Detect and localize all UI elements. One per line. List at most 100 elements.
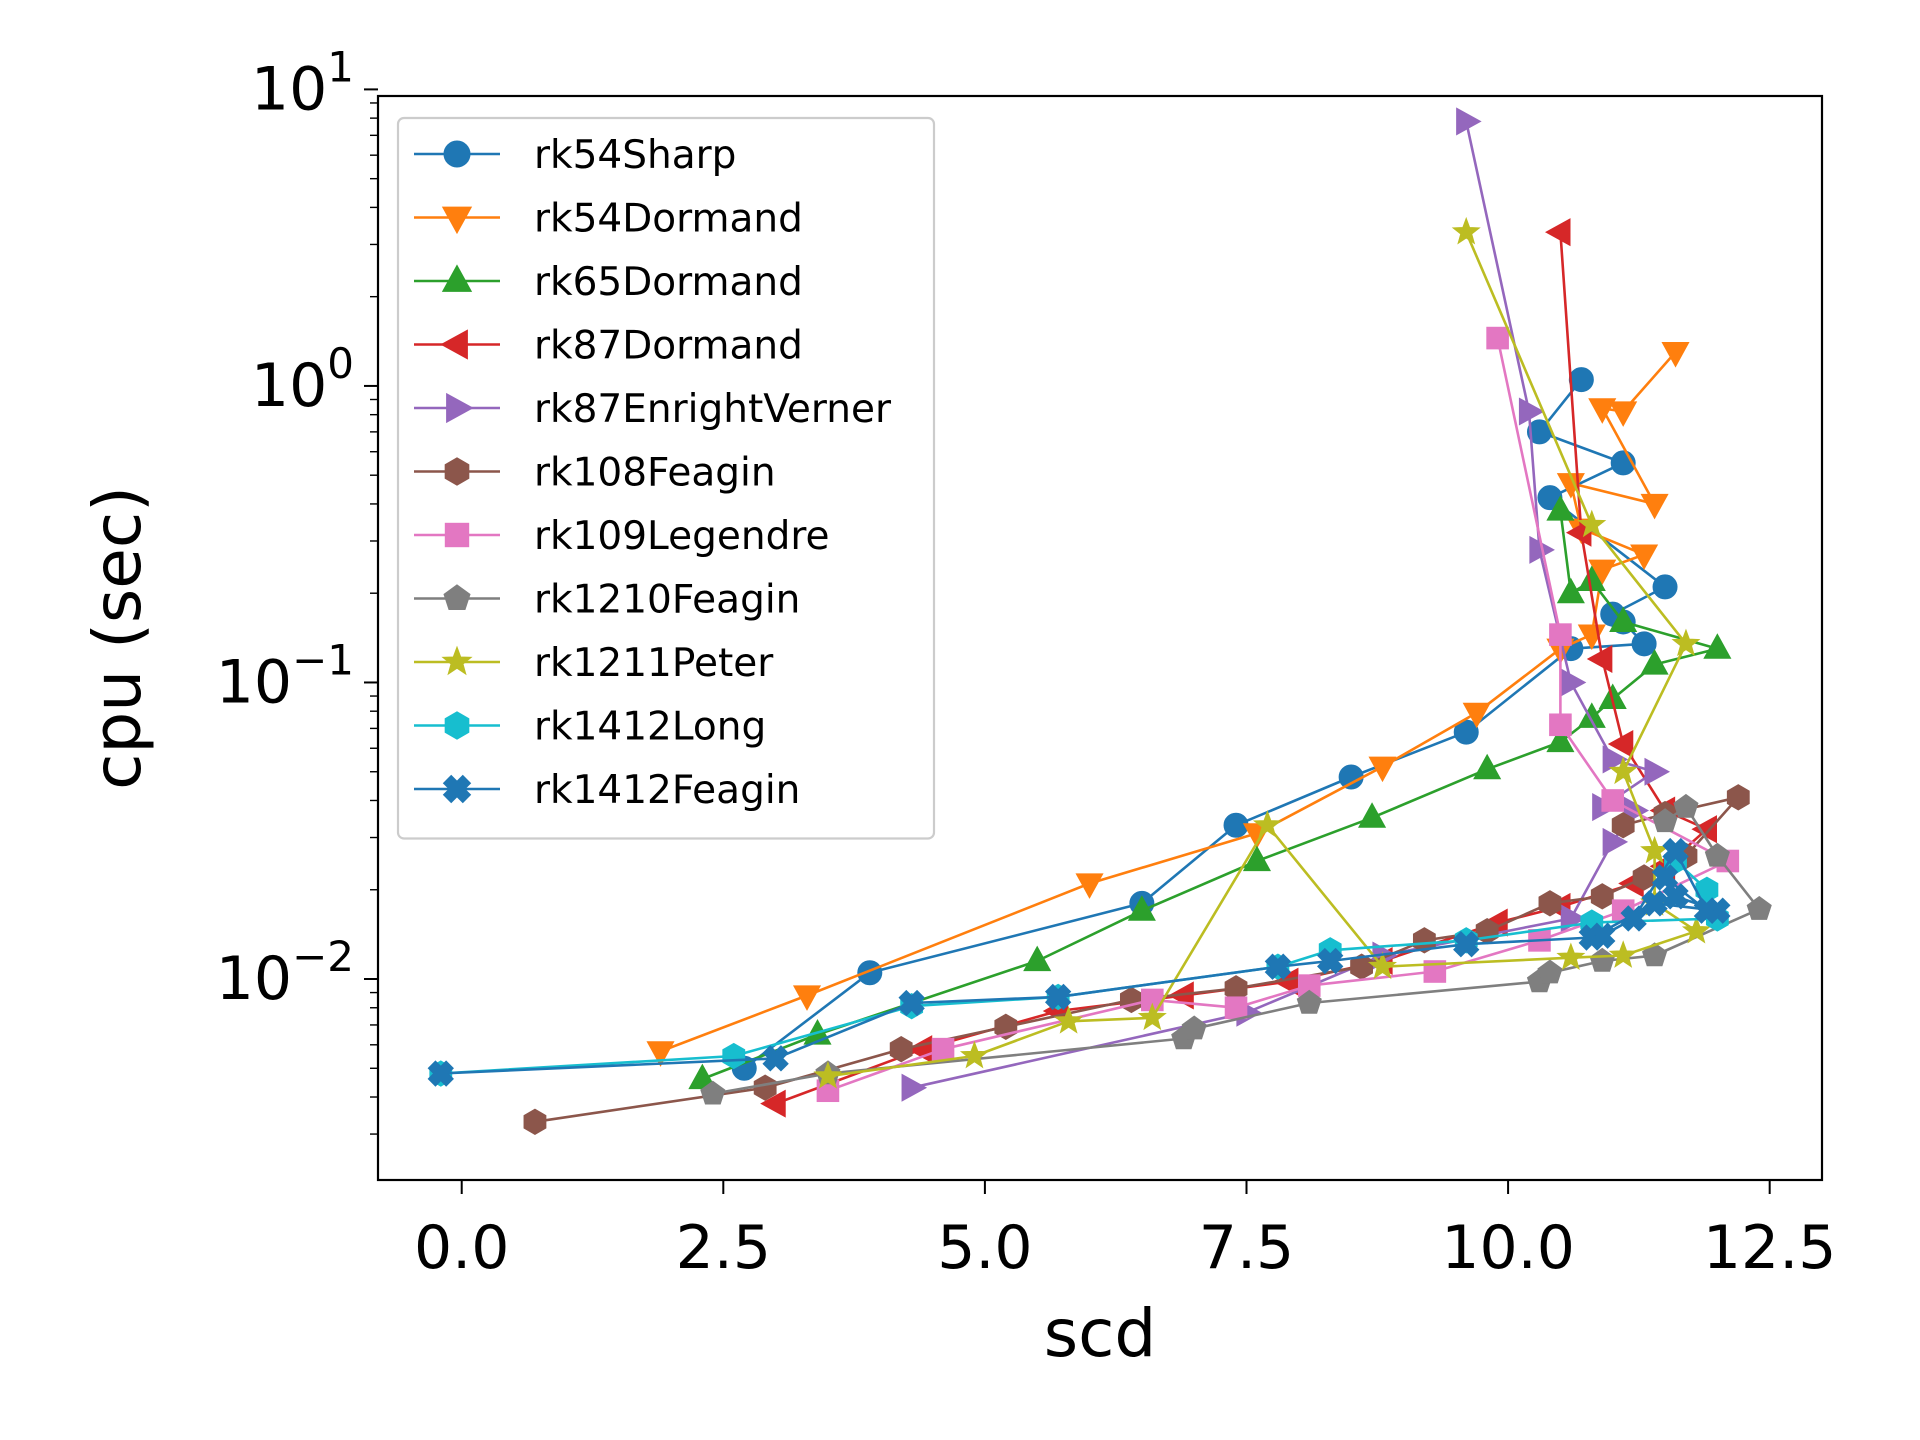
data-point-rk65dormand xyxy=(1358,802,1387,828)
data-point-rk108feagin xyxy=(1412,927,1436,954)
legend-marker xyxy=(441,645,473,676)
data-point-rk1412long xyxy=(722,1042,746,1070)
legend-label: rk1211Peter xyxy=(534,641,774,686)
axes-frame xyxy=(376,94,1824,1182)
data-point-rk1211peter xyxy=(1608,940,1638,968)
data-point-rk65dormand xyxy=(1546,726,1575,753)
legend-item-rk1211peter: rk1211Peter xyxy=(414,641,774,686)
x-tick-label: 0.0 xyxy=(414,1213,509,1283)
legend-item-rk87dormand: rk87Dormand xyxy=(414,324,803,369)
data-point-rk108feagin xyxy=(1119,986,1143,1014)
data-point-rk1412feagin xyxy=(1317,947,1344,975)
data-point-rk1211peter xyxy=(813,1061,843,1089)
data-point-rk54dormand xyxy=(1368,756,1397,783)
data-point-rk65dormand xyxy=(1609,606,1638,633)
y-axis-label: cpu (sec) xyxy=(79,486,156,790)
data-point-rk1210feagin xyxy=(1642,942,1668,967)
legend-label: rk87EnrightVerner xyxy=(534,387,892,432)
legend-label: rk54Dormand xyxy=(534,197,803,242)
data-point-rk87enrightverner xyxy=(901,1073,928,1102)
data-point-rk1211peter xyxy=(1252,810,1282,838)
data-point-rk1412long xyxy=(1695,876,1719,903)
data-point-rk1412feagin xyxy=(1620,905,1647,932)
x-tick-label: 7.5 xyxy=(1199,1213,1294,1283)
legend-marker xyxy=(444,457,470,486)
data-point-rk109legendre xyxy=(1224,996,1248,1020)
y-tick-label: 10−2 xyxy=(216,932,354,1014)
y-axis: 10−2 10−1 100 101 xyxy=(216,42,378,1135)
data-point-rk54sharp xyxy=(857,960,883,986)
data-point-rk54dormand xyxy=(1588,398,1617,424)
data-point-rk65dormand xyxy=(1546,495,1575,521)
data-point-rk1210feagin xyxy=(700,1080,726,1105)
legend-marker xyxy=(444,711,470,740)
data-point-rk109legendre xyxy=(1486,326,1509,350)
data-point-rk1210feagin xyxy=(1181,1015,1207,1040)
legend-marker xyxy=(441,264,473,292)
data-point-rk1210feagin xyxy=(1746,895,1772,920)
legend-frame xyxy=(396,116,936,840)
data-point-rk87enrightverner xyxy=(1456,107,1482,136)
legend-label: rk1210Feagin xyxy=(534,578,800,623)
legend-marker xyxy=(443,584,471,611)
series-rk1412feagin xyxy=(427,837,1731,1087)
data-point-rk65dormand xyxy=(1556,577,1585,604)
y-tick-label: 100 xyxy=(251,339,354,421)
data-point-rk109legendre xyxy=(931,1037,955,1061)
data-point-rk65dormand xyxy=(1473,753,1502,780)
data-point-rk1412feagin xyxy=(1693,897,1721,924)
data-point-rk1211peter xyxy=(1556,942,1586,971)
data-point-rk108feagin xyxy=(1726,784,1750,811)
data-point-rk65dormand xyxy=(1577,702,1606,728)
data-point-rk54dormand xyxy=(1462,702,1491,729)
legend: rk54Sharp rk54Dormand rk65Dormand rk87Dorma… xyxy=(396,116,936,840)
plot-area xyxy=(427,107,1772,1135)
data-point-rk87enrightverner xyxy=(1560,668,1587,697)
data-point-rk87enrightverner xyxy=(1644,757,1671,786)
data-point-rk87dormand xyxy=(1607,729,1634,759)
data-point-rk1211peter xyxy=(1681,915,1711,944)
data-point-rk1210feagin xyxy=(1537,959,1563,984)
data-point-rk1211peter xyxy=(1577,509,1607,538)
legend-label: rk109Legendre xyxy=(534,514,830,559)
data-point-rk1412feagin xyxy=(1453,931,1480,958)
data-point-rk1210feagin xyxy=(1296,989,1322,1014)
legend-label: rk1412Long xyxy=(534,705,766,750)
data-point-rk87enrightverner xyxy=(1602,745,1629,774)
x-tick-label: 2.5 xyxy=(676,1213,771,1283)
legend-item-rk1412feagin: rk1412Feagin xyxy=(414,768,800,813)
data-point-rk1412feagin xyxy=(1044,983,1072,1011)
legend-marker xyxy=(443,140,471,168)
data-point-rk108feagin xyxy=(1611,812,1635,839)
data-point-rk54dormand xyxy=(1075,873,1104,899)
legend-item-rk87enrightverner: rk87EnrightVerner xyxy=(414,387,892,432)
data-point-rk1412feagin xyxy=(1264,953,1292,980)
data-point-rk87dormand xyxy=(760,1089,786,1118)
data-point-rk54dormand xyxy=(792,985,822,1011)
legend-label: rk87Dormand xyxy=(534,324,803,369)
data-point-rk1211peter xyxy=(959,1040,989,1069)
data-point-rk54sharp xyxy=(1631,631,1657,657)
legend-marker xyxy=(442,774,472,804)
data-point-rk108feagin xyxy=(523,1108,547,1135)
data-point-rk1412feagin xyxy=(898,989,925,1017)
data-point-rk1211peter xyxy=(1368,951,1398,980)
legend-marker xyxy=(440,329,468,360)
legend-item-rk1210feagin: rk1210Feagin xyxy=(414,578,800,623)
data-point-rk65dormand xyxy=(1640,649,1669,675)
data-point-rk87enrightverner xyxy=(1602,827,1629,856)
data-point-rk54sharp xyxy=(1652,574,1678,600)
series-rk65dormand xyxy=(688,495,1732,1090)
data-point-rk54dormand xyxy=(1640,493,1669,520)
legend-label: rk108Feagin xyxy=(534,451,776,496)
x-tick-label: 10.0 xyxy=(1441,1213,1575,1283)
data-point-rk54dormand xyxy=(1661,342,1690,368)
legend-label: rk54Sharp xyxy=(534,133,736,178)
series-line-rk1412long xyxy=(440,860,1719,1075)
data-point-rk87enrightverner xyxy=(1518,397,1545,426)
legend-item-rk1412long: rk1412Long xyxy=(414,705,766,750)
data-point-rk1211peter xyxy=(1671,628,1701,657)
legend-item-rk109legendre: rk109Legendre xyxy=(414,514,830,559)
